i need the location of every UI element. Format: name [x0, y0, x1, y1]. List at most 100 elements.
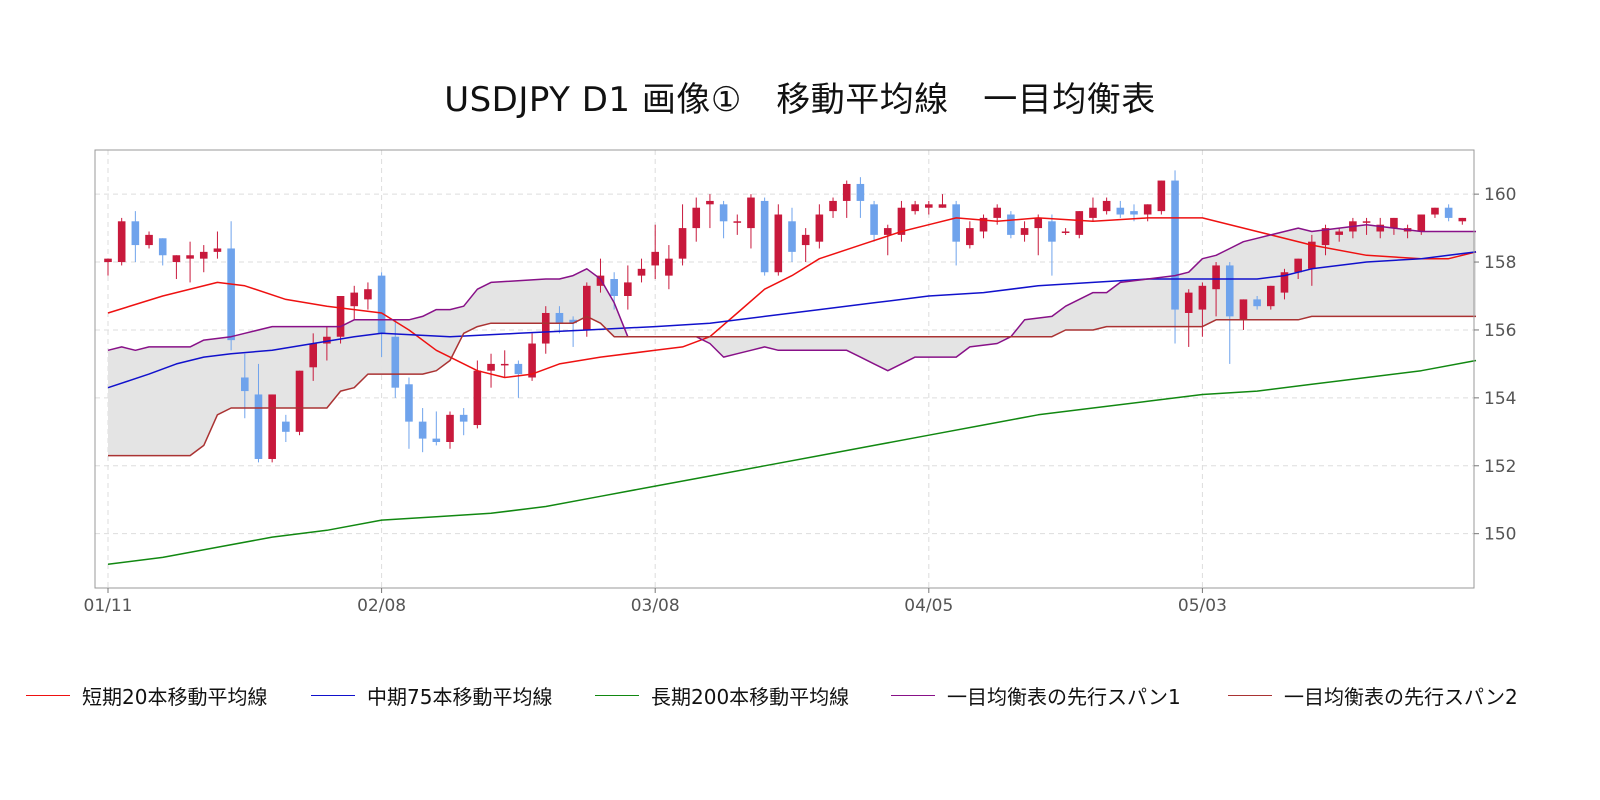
candle-body — [719, 204, 728, 222]
candle — [829, 197, 837, 218]
candle-body — [104, 258, 112, 263]
candle-body — [1294, 258, 1302, 273]
candle — [405, 377, 413, 449]
candle-body — [295, 370, 304, 432]
candle-body — [241, 377, 249, 392]
candle-body — [569, 319, 577, 324]
candle-body — [678, 228, 687, 259]
candle — [692, 197, 701, 242]
candle — [1020, 221, 1029, 242]
candle-body — [624, 282, 632, 296]
candle-body — [788, 221, 796, 252]
candle — [637, 258, 646, 283]
candle-body — [993, 207, 1001, 218]
legend-label: 一目均衡表の先行スパン1 — [947, 684, 1181, 709]
candle — [1089, 197, 1097, 222]
candle-body — [199, 251, 208, 259]
candle-body — [1048, 221, 1056, 242]
x-tick-label: 01/11 — [84, 596, 133, 616]
candlesticks — [104, 170, 1467, 463]
candle — [624, 265, 632, 310]
candle-body — [1157, 180, 1166, 212]
candle — [719, 200, 728, 239]
candle-body — [610, 279, 618, 296]
legend-item: 短期20本移動平均線 — [26, 680, 267, 710]
candle — [1157, 180, 1166, 215]
candle-body — [1335, 231, 1343, 235]
candle — [1431, 207, 1439, 218]
candle-body — [966, 228, 974, 246]
candle-body — [1198, 285, 1207, 310]
candle — [856, 177, 865, 218]
ichimoku-cloud — [108, 224, 1476, 456]
candle — [336, 296, 345, 344]
candle-body — [1061, 231, 1070, 233]
candle-body — [282, 421, 290, 432]
candle — [1225, 262, 1234, 364]
candle-body — [1253, 299, 1261, 307]
candle — [1376, 217, 1385, 239]
candle — [199, 245, 208, 273]
candle — [911, 200, 919, 215]
candle — [569, 316, 577, 347]
candle — [541, 306, 550, 354]
candle-body — [925, 204, 933, 208]
candle-body — [487, 363, 495, 371]
candle — [323, 326, 331, 361]
candle-body — [651, 251, 659, 266]
legend-item: 長期200本移動平均線 — [595, 680, 849, 710]
candle — [213, 231, 222, 259]
legend-label: 一目均衡表の先行スパン2 — [1284, 684, 1518, 709]
candle-body — [665, 258, 673, 276]
candle-body — [446, 414, 454, 442]
legend-swatch — [1228, 694, 1272, 696]
legend-swatch — [311, 694, 355, 696]
candle-body — [459, 414, 468, 422]
candle-body — [1225, 265, 1234, 317]
candle-body — [1171, 180, 1179, 310]
x-tick-label: 03/08 — [631, 596, 680, 616]
candle — [282, 414, 290, 442]
candle-body — [1075, 211, 1084, 235]
candle-body — [801, 234, 810, 246]
candle-body — [1280, 272, 1289, 293]
x-tick-label: 02/08 — [357, 596, 406, 616]
candle — [801, 228, 810, 263]
candle-body — [541, 312, 550, 344]
candle — [1212, 262, 1220, 317]
candle-body — [583, 285, 591, 330]
candle-body — [145, 234, 153, 246]
candle — [1184, 289, 1193, 347]
candle — [1444, 204, 1453, 222]
candle — [596, 258, 605, 293]
candle — [1034, 214, 1043, 256]
legend-swatch — [26, 694, 70, 696]
legend: 短期20本移動平均線 中期75本移動平均線 長期200本移動平均線 一目均衡表の先行ス… — [0, 680, 1600, 710]
candle-body — [856, 183, 865, 201]
candle — [706, 194, 714, 229]
candle — [651, 224, 659, 280]
candle — [842, 180, 851, 218]
candle — [117, 217, 126, 266]
candle-body — [747, 197, 755, 229]
candle-body — [596, 275, 605, 286]
candle-body — [1034, 217, 1043, 229]
candle-body — [172, 255, 181, 263]
candle-body — [1007, 214, 1015, 235]
candle — [774, 204, 783, 276]
candle — [747, 194, 755, 249]
candle — [1061, 228, 1070, 235]
candle — [1458, 217, 1467, 225]
candle — [966, 221, 974, 249]
candle — [1362, 217, 1371, 235]
candle — [145, 231, 153, 249]
candle — [733, 214, 742, 235]
candle — [1171, 170, 1179, 344]
candle — [788, 207, 796, 263]
candle-body — [254, 394, 263, 459]
candle-body — [514, 363, 523, 375]
y-tick-label: 154 — [1484, 389, 1516, 409]
candle — [1198, 282, 1207, 337]
candle-body — [952, 204, 960, 242]
candle-body — [336, 296, 345, 337]
